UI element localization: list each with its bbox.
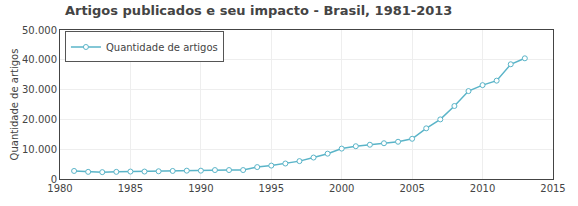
svg-text:2010: 2010 [470, 183, 495, 194]
svg-text:1990: 1990 [188, 183, 213, 194]
svg-text:1985: 1985 [118, 183, 143, 194]
svg-text:2005: 2005 [399, 183, 424, 194]
svg-text:Quantidade de artigos: Quantidade de artigos [9, 49, 20, 161]
svg-text:40.000: 40.000 [22, 54, 57, 65]
svg-text:30.000: 30.000 [22, 84, 57, 95]
svg-text:Artigos publicados e seu impac: Artigos publicados e seu impacto - Brasi… [65, 3, 452, 18]
svg-text:2015: 2015 [540, 183, 565, 194]
svg-text:Quantidade de artigos: Quantidade de artigos [106, 42, 218, 53]
svg-text:2000: 2000 [329, 183, 354, 194]
svg-text:20.000: 20.000 [22, 114, 57, 125]
svg-text:1980: 1980 [47, 183, 72, 194]
svg-text:10.000: 10.000 [22, 144, 57, 155]
svg-text:0: 0 [51, 174, 57, 185]
svg-text:1995: 1995 [259, 183, 284, 194]
svg-text:50.000: 50.000 [22, 25, 57, 36]
